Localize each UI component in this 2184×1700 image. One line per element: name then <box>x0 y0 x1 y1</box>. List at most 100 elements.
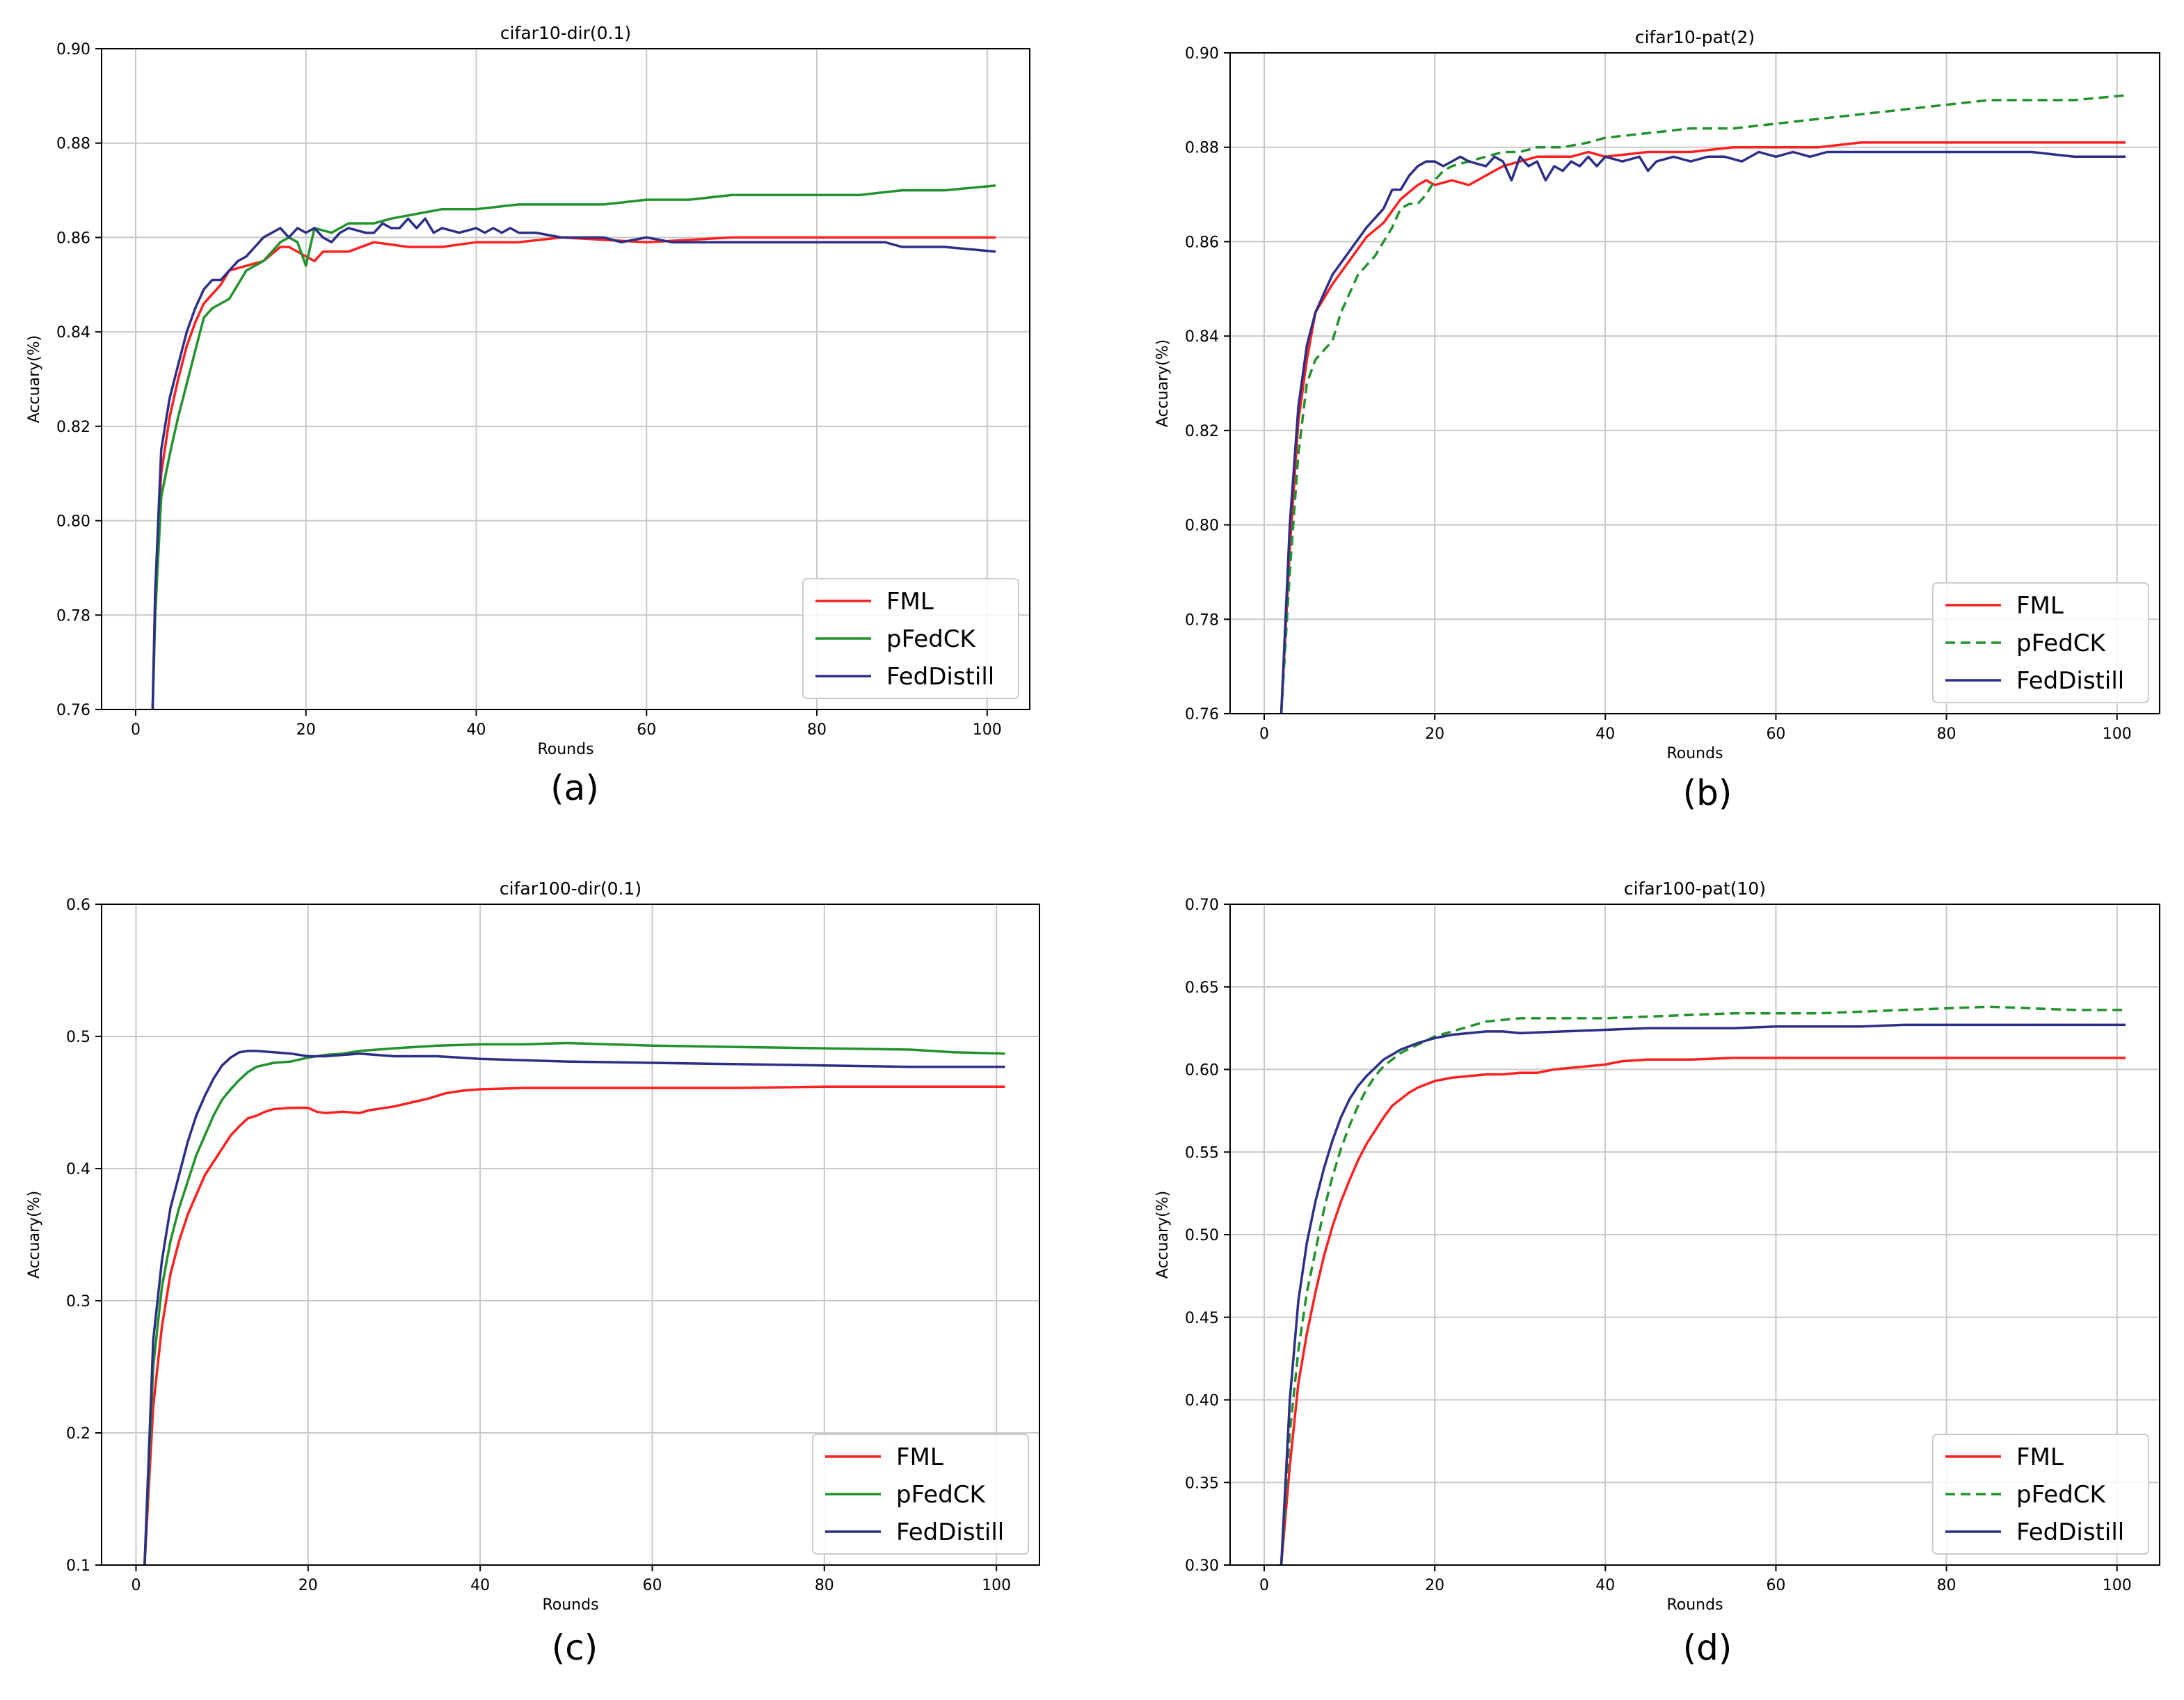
x-tick-label: 0 <box>131 721 141 739</box>
legend: FML pFedCK FedDistill <box>812 1434 1029 1555</box>
legend-box <box>1932 582 2149 703</box>
x-tick-label: 20 <box>296 721 316 739</box>
y-tick-label: 0.70 <box>1185 897 1219 914</box>
chart-title: cifar100-dir(0.1) <box>500 879 641 899</box>
y-tick-label: 0.90 <box>56 41 90 58</box>
y-tick-label: 0.35 <box>1185 1475 1219 1492</box>
x-tick-label: 80 <box>1937 725 1956 743</box>
panel-label: (a) <box>550 768 599 808</box>
y-tick-label: 0.60 <box>1185 1062 1219 1080</box>
x-tick-label: 0 <box>1259 1577 1269 1594</box>
y-tick-label: 0.78 <box>56 607 90 625</box>
legend-label-fml: FML <box>886 588 934 616</box>
chart-title: cifar10-pat(2) <box>1635 27 1755 47</box>
legend-box <box>1932 1434 2149 1555</box>
legend-label-pfedck: pFedCK <box>2016 630 2107 657</box>
y-tick-label: 0.82 <box>1185 423 1219 440</box>
x-axis-label: Rounds <box>537 741 593 758</box>
x-tick-label: 0 <box>1259 725 1269 743</box>
x-tick-label: 40 <box>470 1577 490 1594</box>
series-line-fml <box>1280 1057 2126 1565</box>
x-tick-label: 40 <box>466 721 486 739</box>
legend-label-fml: FML <box>2016 1443 2064 1471</box>
x-tick-label: 0 <box>131 1577 141 1594</box>
x-tick-label: 60 <box>642 1577 662 1594</box>
plot-frame <box>101 904 1040 1566</box>
legend: FML pFedCK FedDistill <box>1932 582 2149 703</box>
y-tick-label: 0.76 <box>56 702 90 719</box>
y-tick-label: 0.6 <box>66 897 90 914</box>
series-line-fml <box>143 1085 1005 1565</box>
y-tick-label: 0.78 <box>1185 611 1219 629</box>
x-axis-label: Rounds <box>542 1596 598 1614</box>
x-tick-label: 40 <box>1595 1577 1615 1594</box>
x-tick-label: 60 <box>1766 1577 1785 1594</box>
plot-frame <box>1229 904 2160 1566</box>
series-line-feddistill <box>1280 150 2126 714</box>
y-tick-label: 0.88 <box>1185 140 1219 157</box>
legend-label-pfedck: pFedCK <box>896 1481 987 1509</box>
x-tick-label: 100 <box>2103 1577 2132 1594</box>
x-tick-label: 20 <box>1425 1577 1444 1594</box>
y-tick-label: 0.5 <box>66 1029 90 1046</box>
legend: FML pFedCK FedDistill <box>1932 1434 2149 1555</box>
x-tick-label: 60 <box>637 721 656 739</box>
x-tick-label: 100 <box>982 1577 1011 1594</box>
y-axis-label: Accuary(%) <box>1154 339 1172 427</box>
y-tick-label: 0.84 <box>1185 328 1219 346</box>
series-line-pfedck <box>143 1041 1005 1565</box>
series-line-feddistill <box>151 217 996 709</box>
chart-title: cifar10-dir(0.1) <box>500 23 631 43</box>
x-tick-label: 20 <box>298 1577 318 1594</box>
legend-label-fml: FML <box>896 1443 943 1471</box>
plot-frame <box>101 48 1030 710</box>
chart-panel-1: 0 20 40 60 80 100 0.76 0.78 0.80 0.82 0.84 0.86 0.88… <box>26 23 1030 808</box>
x-tick-label: 60 <box>1766 725 1785 743</box>
legend-label-feddistill: FedDistill <box>896 1518 1004 1546</box>
y-tick-label: 0.2 <box>66 1425 90 1443</box>
y-tick-label: 0.84 <box>56 324 90 342</box>
y-tick-label: 0.3 <box>66 1293 90 1310</box>
panel-label: (d) <box>1683 1628 1732 1668</box>
legend-label-fml: FML <box>2016 592 2064 620</box>
legend: FML pFedCK FedDistill <box>802 578 1019 699</box>
x-tick-label: 100 <box>2103 725 2132 743</box>
series-line-pfedck <box>1280 1005 2126 1565</box>
legend-label-feddistill: FedDistill <box>886 663 994 691</box>
series-line-fml <box>1280 141 2126 714</box>
x-tick-label: 40 <box>1595 725 1615 743</box>
y-tick-label: 0.80 <box>56 513 90 531</box>
legend-label-feddistill: FedDistill <box>2016 667 2124 695</box>
legend-label-feddistill: FedDistill <box>2016 1518 2124 1546</box>
y-axis-label: Accuary(%) <box>26 335 43 423</box>
y-tick-label: 0.88 <box>56 136 90 153</box>
y-tick-label: 0.4 <box>66 1161 90 1178</box>
y-tick-label: 0.80 <box>1185 518 1219 535</box>
y-tick-label: 0.65 <box>1185 979 1219 997</box>
x-axis-label: Rounds <box>1666 1596 1723 1614</box>
series-line-feddistill <box>143 1050 1005 1565</box>
chart-panel-4: 0 20 40 60 80 100 0.30 0.35 0.40 0.45 0.50 0.55 0.60… <box>1154 879 2160 1668</box>
y-axis-label: Accuary(%) <box>1154 1191 1172 1278</box>
y-tick-label: 0.1 <box>66 1557 90 1575</box>
y-tick-label: 0.50 <box>1185 1227 1219 1244</box>
legend-label-pfedck: pFedCK <box>886 625 977 653</box>
y-tick-label: 0.86 <box>56 230 90 247</box>
y-tick-label: 0.90 <box>1185 45 1219 63</box>
x-axis-label: Rounds <box>1666 745 1723 762</box>
y-tick-label: 0.45 <box>1185 1310 1219 1327</box>
chart-title: cifar100-pat(10) <box>1624 879 1766 899</box>
y-tick-label: 0.76 <box>1185 706 1219 723</box>
panel-label: (b) <box>1683 773 1732 813</box>
y-tick-label: 0.30 <box>1185 1557 1219 1575</box>
chart-panel-2: 0 20 40 60 80 100 0.76 0.78 0.80 0.82 0.84 0.86 0.88… <box>1154 27 2160 813</box>
series-line-feddistill <box>1280 1023 2126 1565</box>
legend-box <box>812 1434 1029 1555</box>
y-tick-label: 0.55 <box>1185 1144 1219 1162</box>
y-tick-label: 0.86 <box>1185 234 1219 251</box>
plot-frame <box>1229 52 2160 714</box>
legend-label-pfedck: pFedCK <box>2016 1481 2107 1509</box>
x-tick-label: 20 <box>1425 725 1444 743</box>
y-tick-label: 0.40 <box>1185 1393 1219 1410</box>
